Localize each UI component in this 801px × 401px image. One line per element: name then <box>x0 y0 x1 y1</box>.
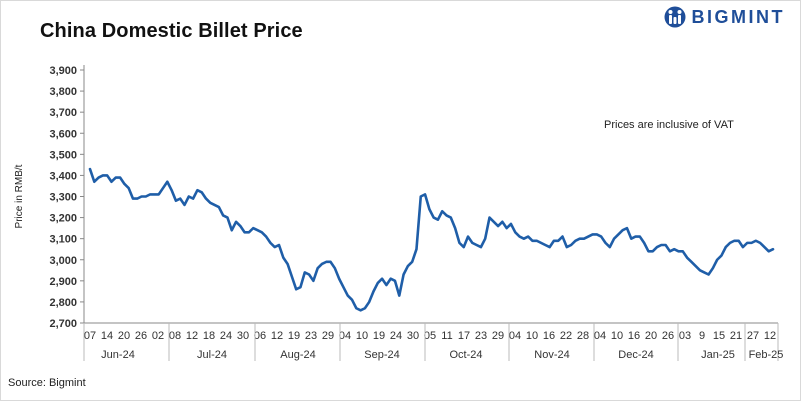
x-tick-label: 17 <box>458 330 470 342</box>
x-tick-label: 24 <box>220 330 232 342</box>
x-tick-label: 28 <box>577 330 589 342</box>
x-tick-label: 15 <box>713 330 725 342</box>
month-label: Nov-24 <box>534 349 569 361</box>
x-tick-label: 04 <box>594 330 606 342</box>
x-tick-label: 10 <box>526 330 538 342</box>
month-label: Jun-24 <box>101 349 135 361</box>
x-tick-label: 03 <box>679 330 691 342</box>
x-tick-label: 27 <box>747 330 759 342</box>
bigmint-logo-icon <box>664 6 685 28</box>
month-label: Feb-25 <box>749 349 784 361</box>
x-tick-label: 23 <box>305 330 317 342</box>
source-text: Source: Bigmint <box>8 377 86 389</box>
x-tick-label: 11 <box>441 330 452 342</box>
x-tick-label: 20 <box>118 330 130 342</box>
month-label: Jan-25 <box>701 349 735 361</box>
x-tick-label: 9 <box>699 330 705 342</box>
x-tick-label: 16 <box>543 330 555 342</box>
price-series-line <box>88 167 775 312</box>
y-tick-label: 3,900 <box>49 65 77 77</box>
x-tick-label: 30 <box>407 330 419 342</box>
y-tick-label: 2,800 <box>49 297 77 309</box>
month-label: Oct-24 <box>449 349 482 361</box>
x-tick-label: 24 <box>390 330 402 342</box>
brand-name: BIGMINT <box>691 6 785 27</box>
y-tick-label: 3,200 <box>49 213 77 225</box>
y-tick-label: 3,700 <box>49 107 77 119</box>
y-tick-label: 3,500 <box>49 149 77 161</box>
x-tick-label: 06 <box>254 330 266 342</box>
x-tick-label: 16 <box>628 330 640 342</box>
x-tick-label: 19 <box>288 330 300 342</box>
x-tick-label: 12 <box>271 330 283 342</box>
y-axis-title: Price in RMB/t <box>14 164 25 228</box>
y-tick-label: 3,400 <box>49 170 77 182</box>
x-tick-label: 14 <box>101 330 113 342</box>
vat-annotation: Prices are inclusive of VAT <box>604 119 734 131</box>
x-tick-label: 22 <box>560 330 572 342</box>
y-tick-label: 3,800 <box>49 86 77 98</box>
x-tick-label: 18 <box>203 330 215 342</box>
y-tick-label: 3,000 <box>49 255 77 267</box>
x-tick-label: 21 <box>730 330 742 342</box>
x-tick-label: 29 <box>492 330 504 342</box>
x-tick-label: 30 <box>237 330 249 342</box>
x-tick-label: 07 <box>84 330 96 342</box>
y-tick-label: 3,300 <box>49 192 77 204</box>
chart-title: China Domestic Billet Price <box>40 20 303 42</box>
x-tick-label: 26 <box>135 330 147 342</box>
month-label: Sep-24 <box>364 349 399 361</box>
month-label: Jul-24 <box>197 349 227 361</box>
x-tick-label: 02 <box>152 330 164 342</box>
month-label: Dec-24 <box>618 349 653 361</box>
x-tick-label: 08 <box>169 330 181 342</box>
month-label: Aug-24 <box>280 349 315 361</box>
y-tick-label: 2,900 <box>49 276 77 288</box>
x-tick-label: 12 <box>186 330 198 342</box>
y-tick-label: 3,100 <box>49 234 77 246</box>
y-tick-label: 3,600 <box>49 128 77 140</box>
x-tick-label: 19 <box>373 330 385 342</box>
x-tick-label: 26 <box>662 330 674 342</box>
x-tick-label: 20 <box>645 330 657 342</box>
y-tick-label: 2,700 <box>49 318 77 330</box>
x-tick-label: 10 <box>356 330 368 342</box>
x-tick-label: 12 <box>764 330 776 342</box>
x-tick-label: 04 <box>509 330 521 342</box>
x-tick-label: 29 <box>322 330 334 342</box>
x-tick-label: 04 <box>339 330 351 342</box>
x-tick-label: 10 <box>611 330 623 342</box>
brand-logo: BIGMINT <box>664 6 786 28</box>
x-tick-label: 05 <box>424 330 436 342</box>
x-tick-label: 23 <box>475 330 487 342</box>
